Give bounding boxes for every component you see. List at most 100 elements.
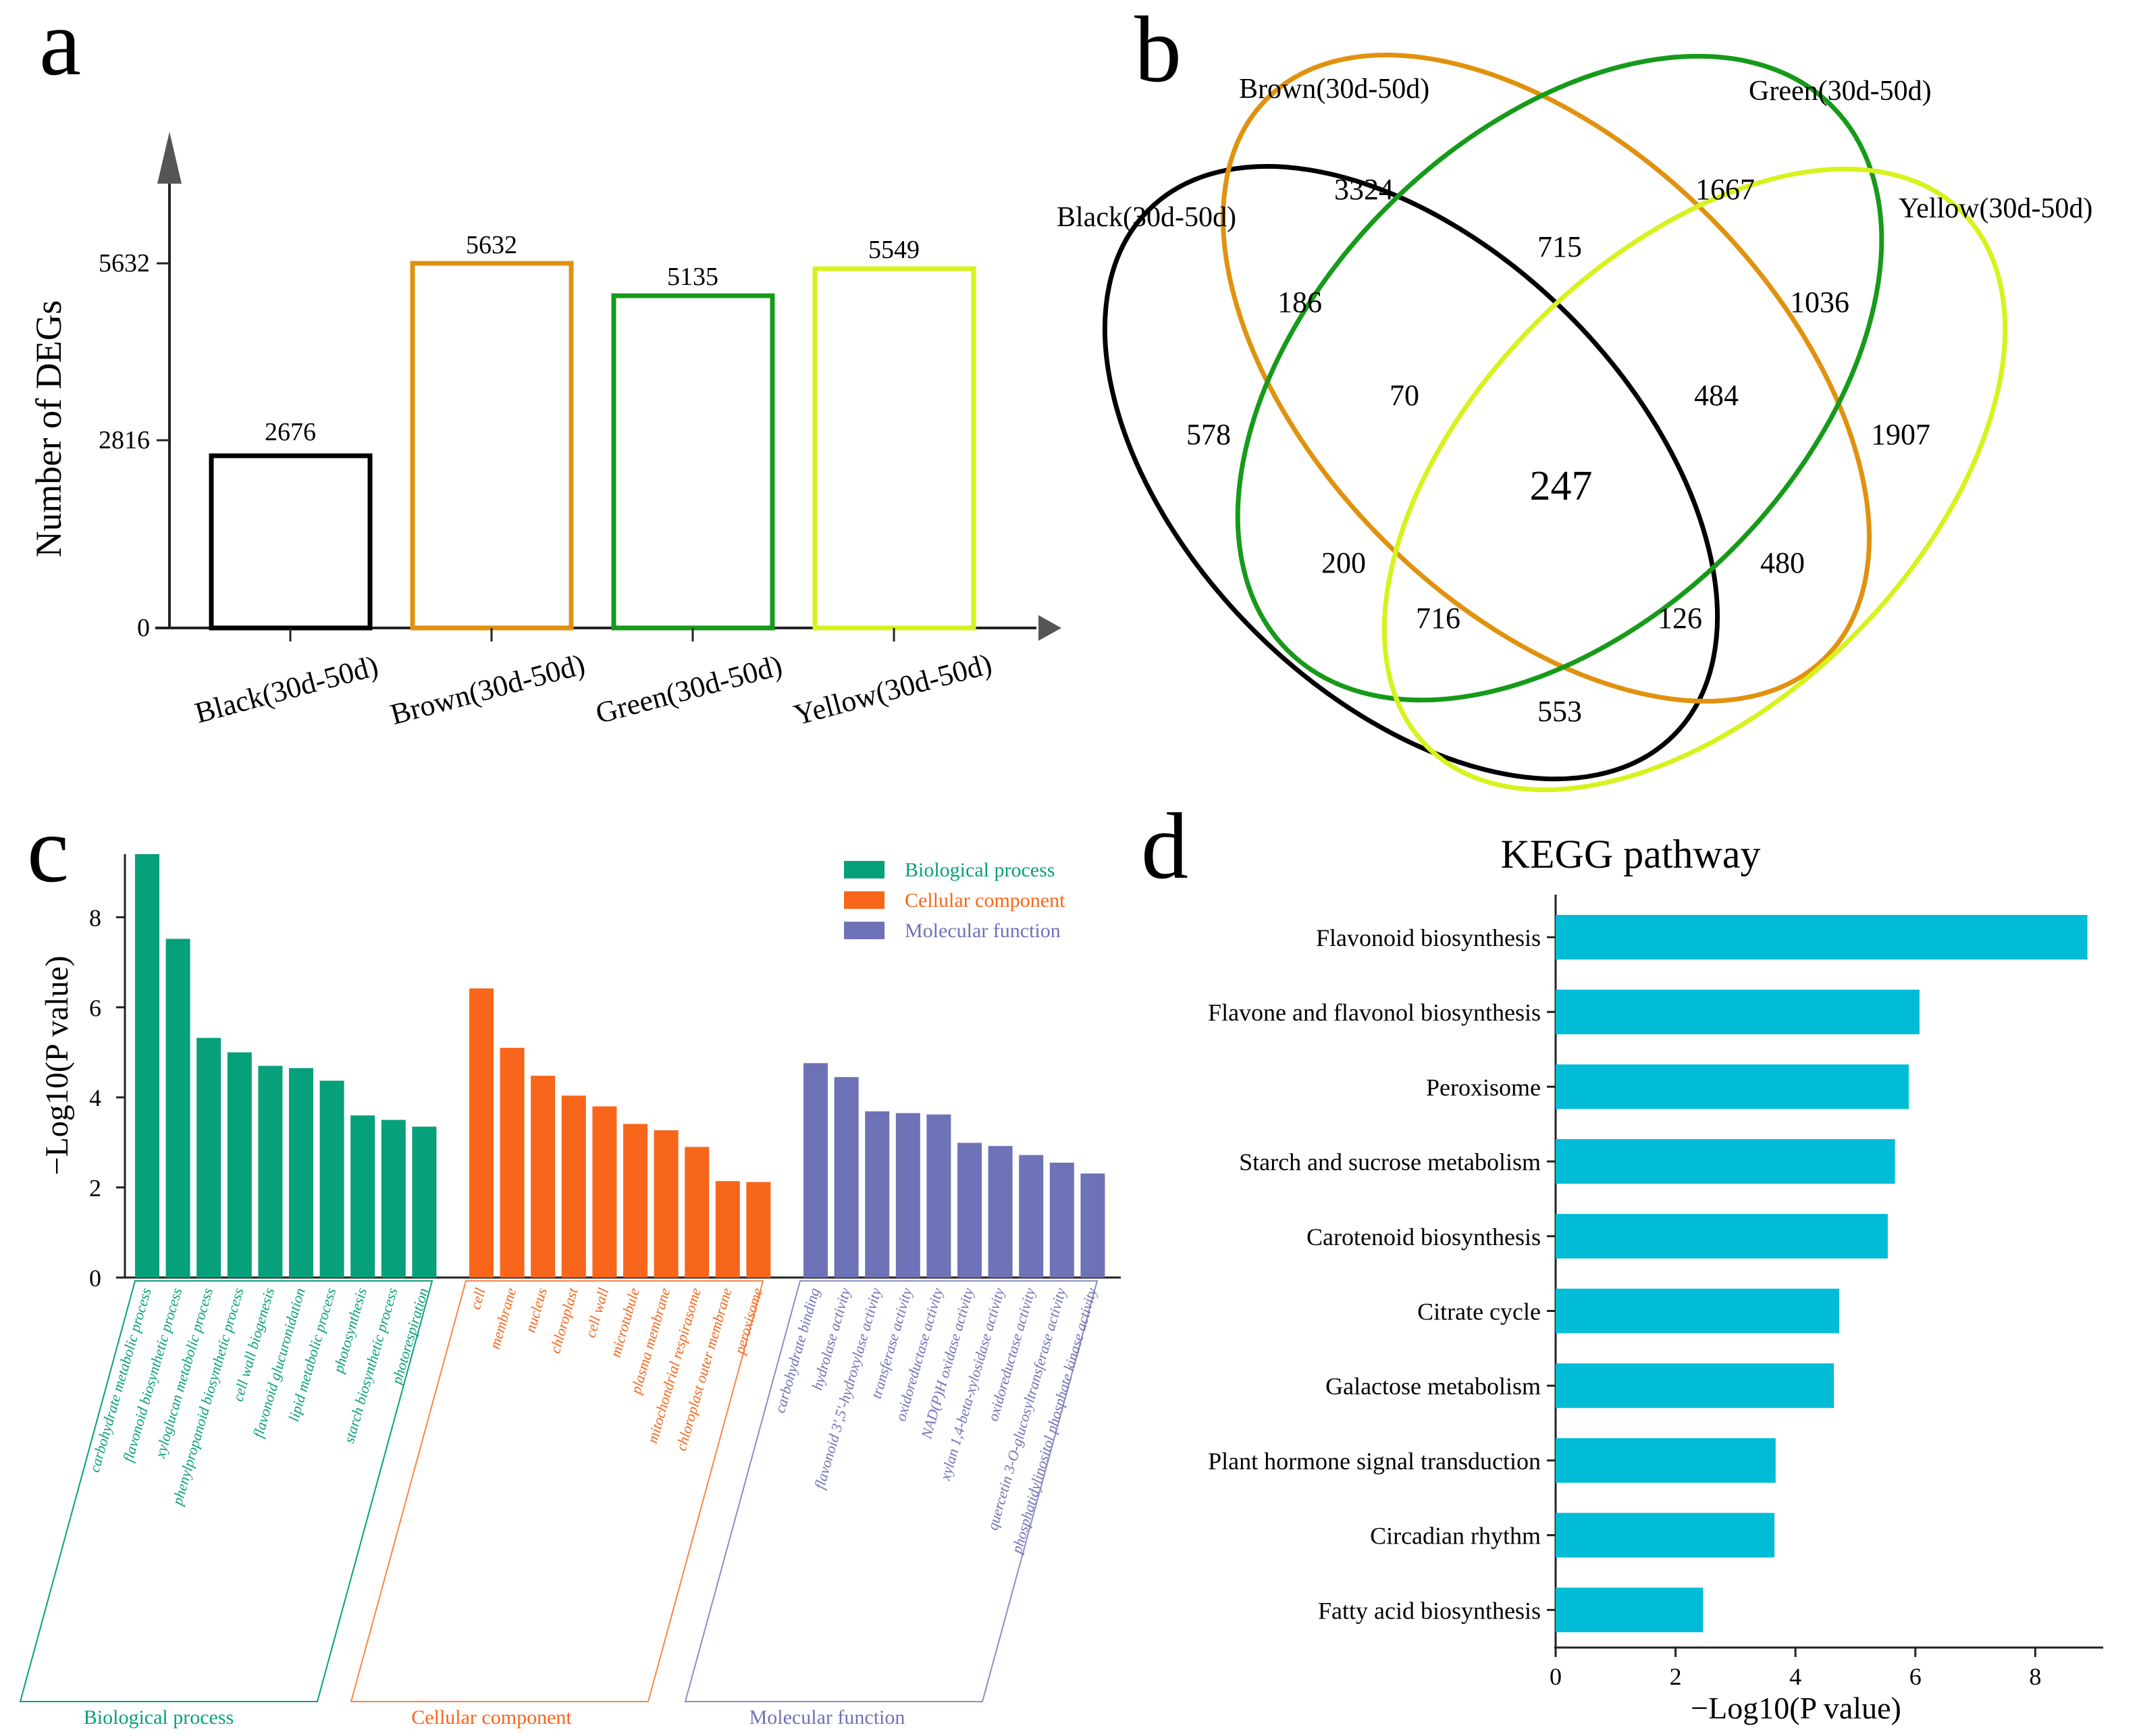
a-bar-green [611,293,775,631]
venn-region-count: 247 [1530,463,1593,509]
a-y-axis-arrow [157,132,182,184]
a-value-label: 5135 [667,263,718,291]
legend-swatch-bp [844,861,884,878]
venn-region-count: 70 [1390,379,1419,412]
c-group-label-bp: Biological process [84,1706,234,1729]
d-xtick-label: 4 [1789,1663,1801,1690]
c-bar [865,1111,890,1278]
c-category-label: membrane [486,1286,520,1350]
a-value-label: 5549 [868,236,920,264]
d-category-label: Galactose metabolism [1325,1373,1541,1400]
venn-set-label: Yellow(30d-50d) [1899,193,2092,224]
d-bar [1556,989,1920,1034]
c-bar [561,1095,586,1278]
a-category-label: Yellow(30d-50d) [790,647,995,731]
panel-c: c −Log10(P value) 0 2 4 6 8 carbohydrate met… [19,797,1121,1729]
venn-region-count: 1907 [1871,418,1930,451]
c-ytick-label: 2 [89,1175,101,1202]
c-bar [895,1113,920,1278]
c-y-axis-title: −Log10(P value) [39,955,75,1175]
venn-region-count: 553 [1537,695,1582,728]
venn-region-count: 1667 [1695,173,1755,206]
a-ytick-label: 0 [137,614,150,642]
c-bar [926,1114,951,1278]
c-bar [165,939,190,1278]
venn-region-count: 484 [1694,379,1739,412]
venn-ellipse-green [1235,53,1884,703]
c-bar [715,1181,740,1278]
c-group-label-cc: Cellular component [411,1706,572,1729]
a-ytick-label: 2816 [99,426,150,454]
legend-label-bp: Biological process [905,859,1055,881]
d-bar [1556,1213,1888,1259]
c-bar [381,1120,406,1278]
venn-region-count: 715 [1537,230,1582,263]
c-bar [685,1147,710,1278]
d-bar [1556,915,2088,959]
d-bar [1556,1363,1834,1409]
c-group-label-mf: Molecular function [749,1706,905,1729]
venn-ellipse-brown [1221,53,1872,704]
a-value-label: 2676 [265,418,316,446]
venn-region-count: 578 [1186,418,1231,451]
panel-letter-c: c [27,797,69,902]
c-group-box-bp [19,1280,433,1702]
d-category-label: Carotenoid biosynthesis [1306,1224,1541,1251]
a-x-axis-arrow [1038,615,1061,641]
c-bar [227,1052,252,1278]
d-bar [1556,1139,1895,1184]
d-xticks: 0 2 4 6 8 [1550,1648,2041,1690]
panel-d: d KEGG pathway −Log10(P value) 0 2 4 6 8 Fla… [1141,794,2103,1725]
c-bar [1080,1173,1105,1278]
panel-letter-a: a [39,0,81,95]
c-bar [412,1126,437,1278]
c-bar [469,988,494,1278]
c-category-label: nucleus [521,1286,550,1334]
a-ytick-label: 5632 [99,249,150,278]
c-bar [531,1076,556,1278]
a-bar-yellow [812,266,976,631]
venn-region-count: 1036 [1790,286,1849,319]
c-category-label: peroxisome [731,1286,766,1357]
c-bar [592,1106,617,1278]
d-xtick-label: 2 [1670,1663,1682,1690]
c-legend: Biological process Cellular component Mo… [844,859,1065,942]
c-bar [319,1080,344,1278]
d-bar [1556,1438,1776,1483]
c-ytick-label: 0 [89,1265,101,1292]
a-y-axis-title: Number of DEGs [28,300,69,558]
venn-region-count: 200 [1321,546,1366,579]
d-category-label: Citrate cycle [1417,1298,1541,1325]
c-bar [834,1077,859,1278]
c-group-box-cc [350,1280,764,1702]
d-category-label: Circadian rhythm [1370,1523,1541,1550]
c-category-label: chloroplast [546,1286,581,1355]
venn-region-count: 126 [1658,602,1702,635]
d-category-label: Starch and sucrose metabolism [1239,1149,1541,1176]
c-group-box-mf [684,1280,1099,1702]
c-category-label: microtubule [607,1286,643,1359]
c-bar [746,1182,771,1278]
d-category-label: Flavonoid biosynthesis [1316,924,1541,951]
venn-region-count: 716 [1416,602,1460,635]
d-x-axis-title: −Log10(P value) [1691,1691,1901,1725]
c-bar [135,854,159,1278]
d-bars: Flavonoid biosynthesis Flavone and flavon… [1208,915,2088,1633]
c-bar [1049,1162,1074,1278]
d-chart-title: KEGG pathway [1501,832,1761,876]
c-bar [500,1047,525,1278]
legend-swatch-cc [844,891,884,909]
a-value-label: 5632 [466,231,517,259]
venn-region-count: 186 [1277,286,1322,319]
c-yticks: 0 2 4 6 8 [89,904,125,1292]
d-category-label: Peroxisome [1426,1074,1541,1101]
panel-letter-d: d [1141,794,1188,899]
c-category-label: cell wall [581,1286,612,1339]
legend-swatch-mf [844,922,884,939]
d-xtick-label: 0 [1550,1663,1562,1690]
d-bar [1556,1064,1909,1109]
c-ytick-label: 4 [89,1084,101,1111]
c-ytick-label: 8 [89,904,101,931]
d-category-label: Plant hormone signal transduction [1208,1448,1541,1475]
legend-label-cc: Cellular component [905,889,1065,912]
